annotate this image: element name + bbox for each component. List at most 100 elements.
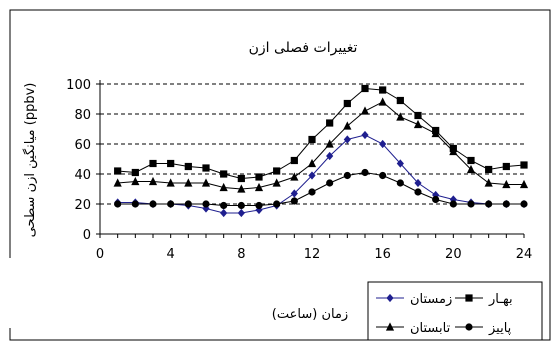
data-point [149,159,157,168]
legend-marker [465,323,473,331]
data-point [220,201,228,210]
legend-item: زمستان [376,292,452,307]
data-point [273,167,281,175]
y-tick-label: 20 [74,198,91,213]
data-point [326,119,334,127]
data-point [131,176,140,186]
y-tick-label: 100 [66,78,91,93]
data-point [167,200,175,208]
data-point [360,106,370,115]
data-point [432,195,440,204]
x-tick-label: 24 [516,247,533,262]
legend: بهـار زمستان پاییز تابستان [367,281,543,341]
data-point [131,168,139,177]
legend-item: بهـار [455,292,513,307]
legend-label: زمستان [410,292,452,307]
data-point [184,178,193,187]
data-point [202,164,210,172]
data-point [184,162,192,171]
data-point [343,121,352,130]
data-point [467,200,475,208]
data-point [255,173,263,181]
y-tick-label: 60 [74,138,91,153]
data-point [449,146,458,156]
data-point [379,86,387,94]
x-tick-label: 16 [374,247,391,262]
legend-marker [465,294,473,302]
data-point [379,139,387,149]
x-tick-label: 12 [304,247,321,262]
legend-marker [385,322,395,331]
data-point [414,178,422,188]
data-point [502,200,510,208]
data-point [325,139,334,148]
legend-marker [386,293,394,303]
data-point [237,201,245,210]
data-point [201,178,211,187]
data-point [273,200,281,208]
data-point [272,178,281,187]
data-point [290,197,298,205]
legend-label: پاییز [488,321,512,336]
data-point [113,178,122,187]
data-point [149,200,157,208]
legend-item: پاییز [455,321,512,336]
data-point [396,179,404,187]
data-point [255,201,263,210]
data-point [326,179,334,187]
x-tick-labels: 0 4 8 12 16 20 24 [96,234,532,262]
data-point [237,184,246,193]
y-tick-label: 40 [74,168,91,183]
data-point [413,119,423,129]
y-tick-label: 80 [74,108,91,123]
legend-box [367,281,543,341]
data-point [166,178,175,187]
data-point [485,165,493,174]
data-point [114,200,122,208]
x-tick-label: 20 [445,247,462,262]
y-axis-label: میانگین ازن سطحی (ppbv) [22,83,38,238]
data-point [502,179,511,189]
data-point [485,200,493,208]
data-point [396,96,404,105]
x-tick-label: 8 [237,247,245,262]
data-point [396,159,404,168]
data-point [520,161,528,169]
data-point [237,208,245,218]
x-tick-label: 4 [167,247,175,262]
data-point [290,189,298,198]
data-point [131,200,139,208]
data-point [148,176,158,186]
data-point [361,130,369,140]
data-point [184,200,192,208]
data-point [343,171,351,180]
series-4 [114,168,528,210]
data-point [220,208,228,218]
data-point [326,151,334,161]
data-point [361,168,369,177]
data-point [467,156,475,165]
data-point [308,188,316,196]
legend-label: بهـار [488,292,513,307]
data-point [219,182,228,192]
series-1 [114,84,528,183]
data-point [343,135,351,144]
data-point [308,135,316,144]
data-point [379,171,387,180]
data-point [114,167,122,175]
data-point [449,200,457,208]
data-point [466,164,476,174]
legend-item: تابستان [376,321,451,336]
data-point [290,156,298,165]
data-point [396,112,405,121]
series-group [113,84,529,218]
data-point [414,188,422,196]
x-axis-label: زمان (ساعت) [272,307,348,322]
border-gap [8,258,13,328]
data-point [254,182,264,192]
data-point [414,111,422,120]
data-point [308,171,316,180]
legend-label: تابستان [410,321,451,336]
y-tick-labels: 0 20 40 60 80 100 [66,78,100,243]
